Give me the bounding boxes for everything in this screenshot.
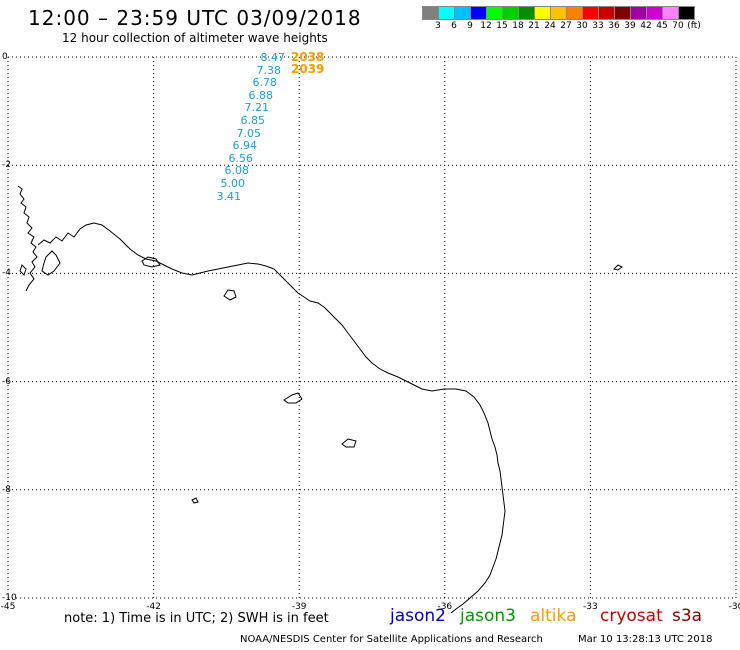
- legend-swatch: [678, 6, 695, 20]
- legend-swatch: [582, 6, 599, 20]
- satellite-label-jason3: jason3: [460, 606, 516, 626]
- x-tick-label: -39: [291, 602, 307, 612]
- legend-swatch: [486, 6, 503, 20]
- legend-swatch: [550, 6, 567, 20]
- satellite-label-s3a: s3a: [672, 606, 703, 626]
- time-label: 2038: [291, 50, 325, 64]
- legend-swatch: [518, 6, 535, 20]
- legend-swatch: [630, 6, 647, 20]
- legend-label: 3: [435, 21, 441, 31]
- y-tick-label: -4: [2, 268, 11, 279]
- satellite-label-altika: altika: [530, 606, 577, 626]
- legend-label: 45: [656, 21, 668, 31]
- legend-swatch: [438, 6, 455, 20]
- satellite-label-jason2: jason2: [390, 606, 446, 626]
- swh-value-label: 8.47: [260, 51, 286, 64]
- credit-text: NOAA/NESDIS Center for Satellite Applica…: [240, 634, 543, 645]
- legend-swatch: [502, 6, 519, 20]
- satellite-label-cryosat: cryosat: [600, 606, 663, 626]
- legend-swatches: [422, 6, 695, 20]
- x-tick-label: -45: [0, 602, 16, 612]
- swh-value-label: 6.88: [248, 88, 274, 102]
- legend-swatch: [614, 6, 631, 20]
- swh-value-label: 7.05: [236, 126, 262, 140]
- map-subtitle: 12 hour collection of altimeter wave hei…: [62, 31, 328, 45]
- legend-label: 27: [560, 21, 572, 31]
- map-title: 12:00 – 23:59 UTC 03/09/2018: [28, 6, 362, 30]
- swh-value-label: 7.21: [244, 101, 270, 115]
- y-tick-label: -8: [2, 484, 11, 495]
- legend-label: 9: [467, 21, 473, 31]
- y-tick-label: 0: [2, 52, 8, 62]
- swh-value-label: 6.85: [240, 114, 266, 127]
- y-tick-label: -2: [2, 160, 11, 171]
- grid-lines: [7, 56, 737, 599]
- legend-label: 36: [608, 21, 620, 31]
- x-tick-label: -33: [583, 602, 598, 612]
- legend-label: 42: [640, 21, 652, 31]
- legend-swatch: [454, 6, 471, 20]
- swh-value-label: 5.00: [220, 177, 246, 190]
- legend-swatch: [646, 6, 663, 20]
- legend-label: 15: [496, 21, 508, 31]
- coastline: [17, 185, 623, 614]
- color-scale-legend: 3 6 9 12 15 18 21 24 27 30 33 36 39 42 45 70 (ft): [422, 6, 701, 32]
- swh-value-label: 7.38: [256, 63, 282, 77]
- legend-label: 33: [592, 21, 604, 31]
- legend-label: 39: [624, 21, 636, 31]
- x-tick-label: -30: [728, 602, 740, 612]
- legend-label: 12: [480, 21, 492, 31]
- legend-swatch: [566, 6, 583, 20]
- legend-label: 70: [672, 21, 684, 31]
- time-label: 2039: [291, 62, 325, 76]
- timestamp-text: Mar 10 13:28:13 UTC 2018: [578, 634, 713, 645]
- y-tick-label: -6: [2, 376, 11, 387]
- note-text: note: 1) Time is in UTC; 2) SWH is in fe…: [64, 611, 329, 626]
- legend-label: 6: [451, 21, 457, 31]
- legend-label: 21: [528, 21, 540, 31]
- swh-value-label: 6.56: [228, 151, 254, 165]
- legend-swatch: [422, 6, 439, 20]
- legend-label: (ft): [687, 21, 701, 31]
- x-tick-label: -42: [146, 602, 161, 612]
- legend-label: 24: [544, 21, 556, 31]
- x-tick-label: -36: [437, 602, 453, 612]
- swh-value-label: 6.78: [252, 76, 278, 90]
- legend-label: 18: [512, 21, 524, 31]
- map-plot: [7, 56, 737, 614]
- legend-swatch: [470, 6, 487, 20]
- swh-value-label: 6.08: [224, 164, 250, 178]
- legend-swatch: [662, 6, 679, 20]
- legend-swatch: [534, 6, 551, 20]
- legend-labels: 3 6 9 12 15 18 21 24 27 30 33 36 39 42 45 70 (ft): [422, 20, 701, 32]
- swh-value-label: 6.94: [232, 139, 258, 153]
- legend-swatch: [598, 6, 615, 20]
- legend-label: 30: [576, 21, 588, 31]
- swh-value-label: 3.41: [216, 189, 242, 203]
- y-tick-label: -10: [2, 593, 17, 603]
